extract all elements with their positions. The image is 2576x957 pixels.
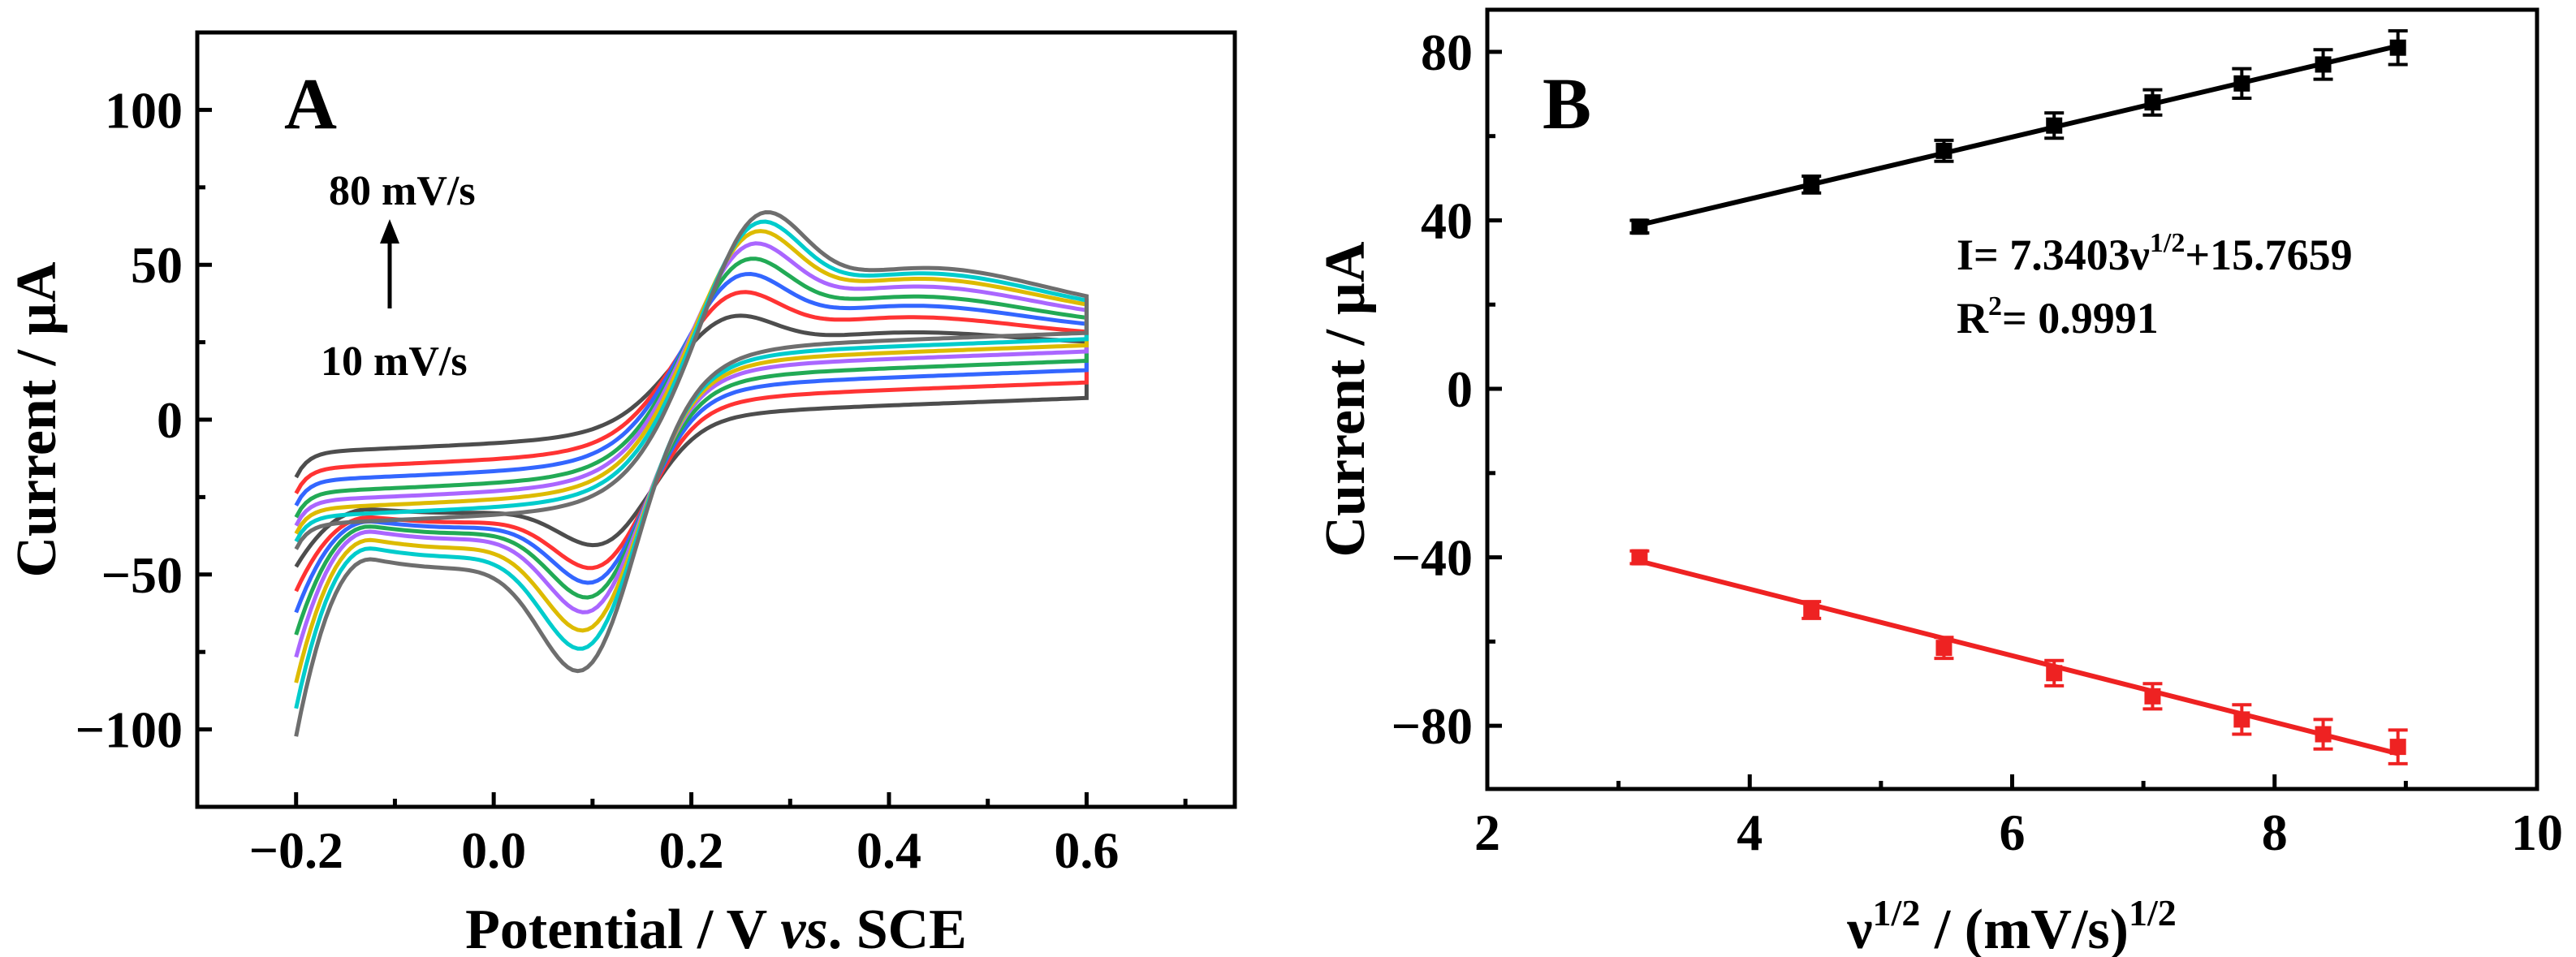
y-tick-label: 80 (1421, 24, 1473, 81)
x-tick-label: 6 (2000, 804, 2026, 861)
x-tick-label: 0.4 (857, 821, 921, 879)
x-tick-label: 8 (2262, 804, 2288, 861)
plot-frame-b (1485, 7, 2539, 791)
y-tick-label: −40 (1392, 529, 1473, 587)
data-point (1803, 176, 1820, 193)
data-point (2046, 665, 2063, 682)
data-point (2233, 711, 2250, 728)
x-axis-title-b: ν1/2 / (mV/s)1/2 (1846, 892, 2176, 957)
data-point (2144, 94, 2161, 111)
y-axis-title-b: Current / µA (1314, 241, 1377, 557)
data-point (1935, 640, 1952, 657)
fit-line (1638, 558, 2399, 757)
y-tick-label: 100 (105, 81, 183, 139)
r-squared: R2= 0.9991 (1957, 291, 2159, 343)
data-point (1803, 601, 1820, 619)
y-tick-label: 50 (131, 236, 183, 294)
x-tick-label: 10 (2511, 804, 2563, 861)
panel-b: 2 4 6 8 10 −80 −40 0 40 80 B I= 7.3403ν1/2+15.765… (1314, 7, 2563, 957)
cv-curve (294, 271, 1089, 614)
annotation-top: 80 mV/s (329, 168, 476, 214)
y-tick-label: −100 (76, 701, 183, 759)
y-tick-label: 0 (157, 391, 183, 449)
axis-ticks-b: 2 4 6 8 10 −80 −40 0 40 80 (1392, 24, 2563, 861)
data-point (2315, 56, 2332, 73)
data-point (1631, 218, 1648, 235)
annotation-bottom: 10 mV/s (321, 338, 468, 385)
cv-curves (294, 209, 1089, 737)
cv-curve (294, 241, 1089, 658)
scan-rate-arrow-head (380, 219, 399, 244)
x-tick-label: −0.2 (248, 821, 343, 879)
fit-equation: I= 7.3403ν1/2+15.7659 (1957, 228, 2353, 279)
y-tick-label: −50 (101, 546, 183, 604)
y-tick-label: −80 (1392, 697, 1473, 755)
y-axis-title-a: Current / µA (6, 261, 68, 577)
data-point (1935, 142, 1952, 159)
plot-frame-a (195, 30, 1237, 809)
x-tick-label: 0.0 (461, 821, 526, 879)
y-tick-label: 40 (1421, 192, 1473, 249)
panel-label-a: A (284, 64, 337, 144)
data-point (2233, 75, 2250, 92)
data-point (2046, 117, 2063, 134)
data-point (2389, 39, 2406, 56)
x-tick-label: 4 (1737, 804, 1763, 861)
x-axis-title-a: Potential / V vs. SCE (465, 899, 967, 957)
y-tick-label: 0 (1447, 360, 1473, 418)
data-point (2315, 726, 2332, 743)
axis-ticks-a: −0.2 0.0 0.2 0.4 0.6 −100 −50 0 50 100 (76, 81, 1188, 879)
data-point (2389, 739, 2406, 756)
x-tick-label: 2 (1474, 804, 1500, 861)
x-tick-label: 0.6 (1054, 821, 1119, 879)
x-tick-label: 0.2 (659, 821, 724, 879)
data-point (2144, 688, 2161, 705)
fit-line (1638, 43, 2399, 228)
cv-curve (294, 209, 1089, 737)
panel-label-b: B (1543, 64, 1591, 144)
fit-data (1629, 28, 2408, 765)
data-point (1631, 549, 1648, 566)
